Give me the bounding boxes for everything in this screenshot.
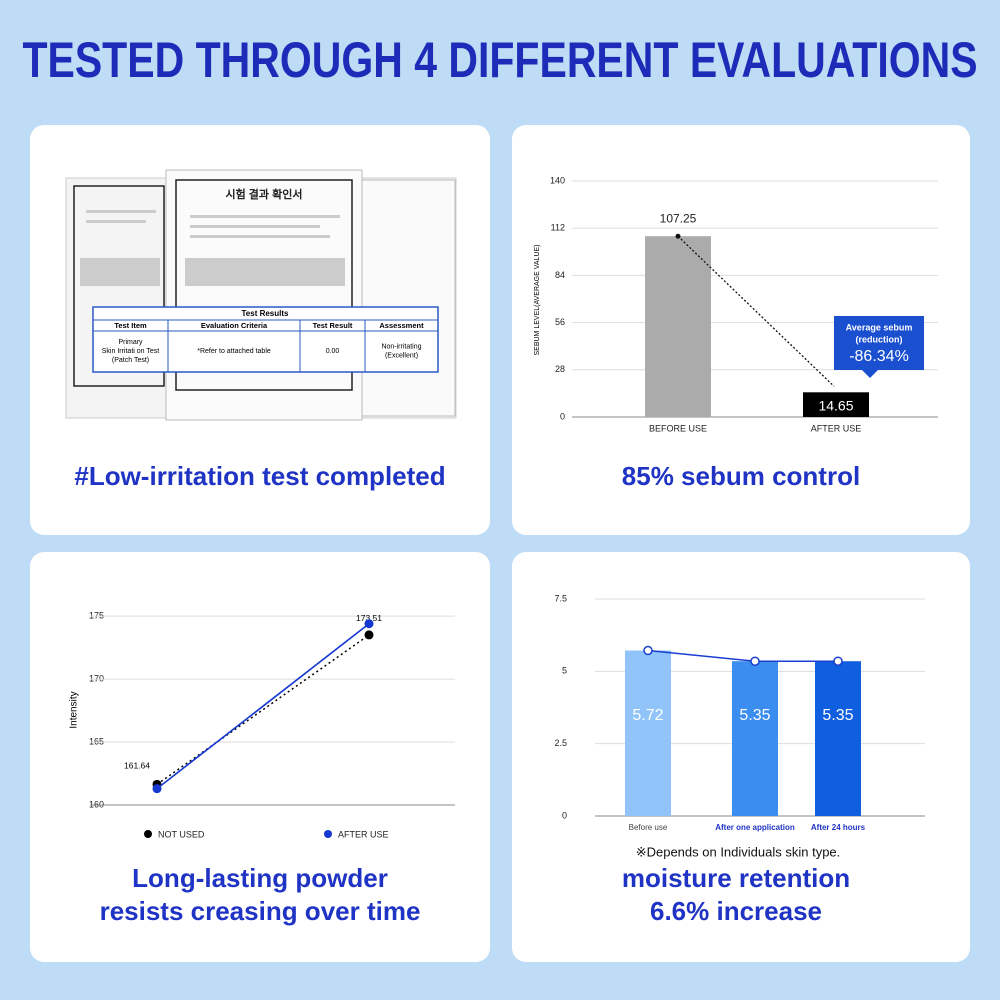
y-axis-label: SEBUM LEVEL(AVERAGE VALUE) — [534, 245, 541, 356]
table-header: Test Item — [114, 321, 147, 330]
bar — [815, 661, 861, 816]
y-tick-label: 84 — [555, 270, 565, 280]
bar — [732, 661, 778, 816]
table-cell: Skin Irritati on Test — [102, 348, 160, 355]
table-cell: *Refer to attached table — [197, 348, 271, 355]
annotation-box — [834, 316, 924, 378]
y-tick-label: 165 — [89, 736, 104, 746]
point — [152, 784, 162, 794]
value-label: 161.64 — [124, 761, 150, 771]
caption: 6.6% increase — [650, 896, 822, 926]
value-label: 5.72 — [632, 707, 663, 724]
x-tick-label: After one application — [715, 823, 795, 832]
panel — [30, 552, 490, 962]
table-cell: (Patch Test) — [112, 357, 149, 364]
trend-arrow — [677, 235, 835, 387]
legend-label: NOT USED — [158, 829, 205, 839]
annotation: Average sebum — [846, 322, 913, 332]
results-table — [92, 306, 439, 373]
table-cell: (Excellent) — [385, 352, 418, 359]
table-title: Test Results — [242, 309, 290, 318]
bar — [803, 392, 869, 417]
caption: Long-lasting powder — [132, 863, 388, 893]
table-header: Evaluation Criteria — [201, 321, 268, 330]
trend-point — [833, 656, 843, 666]
y-tick-label: 28 — [555, 364, 565, 374]
point — [364, 619, 374, 629]
series-line — [156, 623, 370, 790]
trend-dot — [675, 233, 681, 239]
annotation: -86.34% — [849, 348, 909, 365]
x-tick-label: After 24 hours — [811, 823, 866, 832]
legend-marker — [144, 830, 152, 838]
certificate-docs — [65, 169, 457, 421]
legend-marker — [324, 830, 332, 838]
bar — [645, 236, 711, 417]
panel — [512, 125, 970, 535]
legend-label: AFTER USE — [338, 829, 389, 839]
trend-point — [643, 645, 653, 656]
value-label: 107.25 — [660, 211, 697, 225]
value-label: 173.51 — [356, 613, 382, 623]
value-label: 5.35 — [822, 707, 853, 724]
trend-point — [750, 656, 760, 666]
y-tick-label: 160 — [89, 799, 104, 809]
certificate-heading: 시험 결과 확인서 — [226, 187, 303, 201]
caption: resists creasing over time — [100, 896, 421, 926]
annotation: (reduction) — [856, 334, 903, 344]
x-tick-label: BEFORE USE — [649, 423, 707, 433]
x-tick-label: AFTER USE — [811, 423, 862, 433]
page-title: TESTED THROUGH 4 DIFFERENT EVALUATIONS — [22, 32, 977, 88]
y-tick-label: 2.5 — [554, 738, 567, 748]
y-tick-label: 0 — [562, 810, 567, 820]
table-cell: 0.00 — [326, 348, 340, 355]
point — [364, 630, 374, 640]
caption: #Low-irritation test completed — [74, 461, 445, 491]
table-header: Test Result — [313, 321, 353, 330]
y-tick-label: 5 — [562, 666, 567, 676]
table-header: Assessment — [379, 321, 424, 330]
y-tick-label: 175 — [89, 611, 104, 621]
bar — [625, 650, 671, 816]
value-label: 5.35 — [739, 707, 770, 724]
y-tick-label: 112 — [551, 223, 565, 233]
x-tick-label: Before use — [629, 823, 668, 832]
y-tick-label: 0 — [560, 411, 565, 421]
y-tick-label: 7.5 — [554, 593, 567, 603]
note: ※Depends on Individuals skin type. — [636, 844, 841, 859]
y-tick-label: 170 — [89, 673, 104, 683]
caption: 85% sebum control — [622, 461, 860, 491]
value-label: 14.65 — [818, 397, 853, 413]
series-line — [156, 634, 370, 785]
table-cell: Non-irritating — [381, 343, 421, 350]
y-tick-label: 140 — [550, 175, 565, 185]
y-tick-label: 56 — [555, 317, 565, 327]
y-axis-label: Intensity — [69, 691, 80, 728]
table-cell: Primary — [118, 339, 143, 346]
caption: moisture retention — [622, 863, 850, 893]
